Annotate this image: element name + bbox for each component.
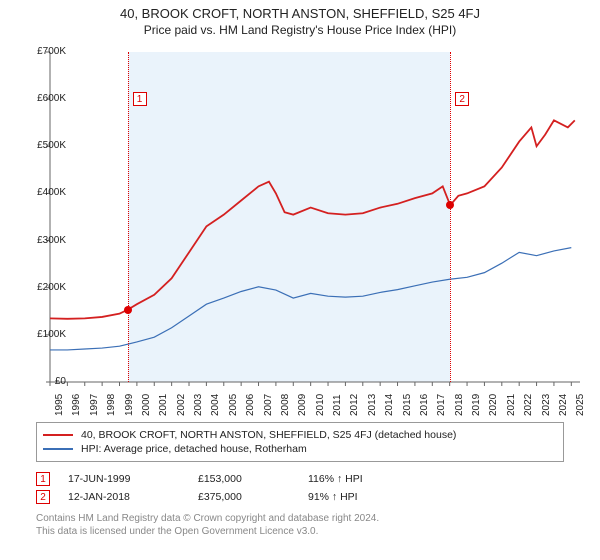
footer-line: This data is licensed under the Open Gov… <box>36 525 564 538</box>
x-axis-label: 2015 <box>402 394 413 416</box>
series-red <box>50 120 575 318</box>
x-axis-label: 2008 <box>280 394 291 416</box>
marker-dot <box>446 201 454 209</box>
x-axis-label: 2002 <box>176 394 187 416</box>
x-axis-label: 2007 <box>263 394 274 416</box>
marker-box: 1 <box>133 92 147 106</box>
x-axis-label: 2011 <box>332 394 343 416</box>
x-axis-label: 1997 <box>89 394 100 416</box>
y-axis-label: £700K <box>37 46 66 57</box>
event-marker-icon: 2 <box>36 490 50 504</box>
y-axis-label: £400K <box>37 187 66 198</box>
legend-label: 40, BROOK CROFT, NORTH ANSTON, SHEFFIELD… <box>81 429 456 441</box>
x-axis-label: 2014 <box>384 394 395 416</box>
legend-label: HPI: Average price, detached house, Roth… <box>81 443 307 455</box>
event-row: 1 17-JUN-1999 £153,000 116% ↑ HPI <box>36 472 564 486</box>
x-axis-label: 2000 <box>141 394 152 416</box>
x-axis-label: 2009 <box>297 394 308 416</box>
x-axis-label: 2012 <box>349 394 360 416</box>
y-axis-label: £600K <box>37 93 66 104</box>
x-axis-label: 2004 <box>210 394 221 416</box>
y-axis-label: £0 <box>55 376 66 387</box>
x-axis-label: 2005 <box>228 394 239 416</box>
y-axis-label: £100K <box>37 329 66 340</box>
event-hpi: 91% ↑ HPI <box>308 491 428 503</box>
x-axis-label: 2017 <box>436 394 447 416</box>
marker-dot <box>124 306 132 314</box>
x-axis-label: 2016 <box>419 394 430 416</box>
legend: 40, BROOK CROFT, NORTH ANSTON, SHEFFIELD… <box>36 422 564 462</box>
x-axis-label: 2022 <box>523 394 534 416</box>
event-date: 12-JAN-2018 <box>68 491 198 503</box>
event-marker-icon: 1 <box>36 472 50 486</box>
x-axis-label: 1996 <box>71 394 82 416</box>
event-date: 17-JUN-1999 <box>68 473 198 485</box>
legend-swatch <box>43 448 73 450</box>
event-row: 2 12-JAN-2018 £375,000 91% ↑ HPI <box>36 490 564 504</box>
footer-line: Contains HM Land Registry data © Crown c… <box>36 512 564 525</box>
x-axis-label: 2020 <box>488 394 499 416</box>
x-axis-label: 2013 <box>367 394 378 416</box>
x-axis-label: 2025 <box>575 394 586 416</box>
y-axis-label: £500K <box>37 140 66 151</box>
x-axis-label: 2001 <box>158 394 169 416</box>
footer: Contains HM Land Registry data © Crown c… <box>36 512 564 538</box>
marker-line <box>128 52 129 382</box>
x-axis-label: 1998 <box>106 394 117 416</box>
legend-swatch <box>43 434 73 436</box>
x-axis-label: 2024 <box>558 394 569 416</box>
x-axis-label: 2023 <box>541 394 552 416</box>
x-axis-label: 2021 <box>506 394 517 416</box>
y-axis-label: £200K <box>37 282 66 293</box>
legend-item: HPI: Average price, detached house, Roth… <box>43 443 557 455</box>
chart-container: 40, BROOK CROFT, NORTH ANSTON, SHEFFIELD… <box>0 0 600 560</box>
x-axis-label: 1999 <box>124 394 135 416</box>
x-axis-label: 2019 <box>471 394 482 416</box>
event-price: £375,000 <box>198 491 308 503</box>
x-axis-label: 2018 <box>454 394 465 416</box>
x-axis-label: 2006 <box>245 394 256 416</box>
event-price: £153,000 <box>198 473 308 485</box>
event-hpi: 116% ↑ HPI <box>308 473 428 485</box>
title-block: 40, BROOK CROFT, NORTH ANSTON, SHEFFIELD… <box>0 0 600 37</box>
marker-line <box>450 52 451 382</box>
x-axis-label: 2010 <box>315 394 326 416</box>
x-axis-label: 2003 <box>193 394 204 416</box>
events-table: 1 17-JUN-1999 £153,000 116% ↑ HPI 2 12-J… <box>36 468 564 508</box>
marker-box: 2 <box>455 92 469 106</box>
y-axis-label: £300K <box>37 235 66 246</box>
chart-title: 40, BROOK CROFT, NORTH ANSTON, SHEFFIELD… <box>0 6 600 21</box>
legend-item: 40, BROOK CROFT, NORTH ANSTON, SHEFFIELD… <box>43 429 557 441</box>
plot-area: 12 <box>50 52 580 382</box>
chart-subtitle: Price paid vs. HM Land Registry's House … <box>0 23 600 37</box>
plot-svg <box>50 52 580 382</box>
x-axis-label: 1995 <box>54 394 65 416</box>
